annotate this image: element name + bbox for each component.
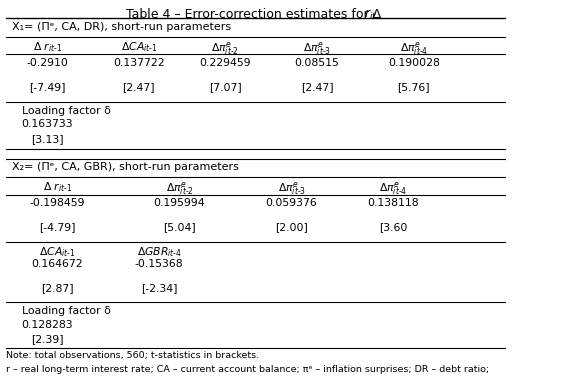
Text: $\Delta\ r_{it\text{-}1}$: $\Delta\ r_{it\text{-}1}$ bbox=[33, 41, 62, 54]
Text: -0.198459: -0.198459 bbox=[30, 198, 85, 208]
Text: $\Delta\pi^e_{it\text{-}2}$: $\Delta\pi^e_{it\text{-}2}$ bbox=[212, 41, 239, 58]
Text: 0.138118: 0.138118 bbox=[368, 198, 419, 208]
Text: $\Delta CA_{it\text{-}1}$: $\Delta CA_{it\text{-}1}$ bbox=[39, 245, 75, 259]
Text: [7.07]: [7.07] bbox=[209, 82, 242, 92]
Text: $\Delta\pi^e_{it\text{-}3}$: $\Delta\pi^e_{it\text{-}3}$ bbox=[303, 41, 331, 58]
Text: [2.87]: [2.87] bbox=[41, 283, 74, 293]
Text: 0.163733: 0.163733 bbox=[21, 119, 73, 129]
Text: 0.164672: 0.164672 bbox=[32, 259, 83, 269]
Text: $\Delta\pi^e_{it\text{-}3}$: $\Delta\pi^e_{it\text{-}3}$ bbox=[278, 180, 306, 197]
Text: $\Delta\ r_{it\text{-}1}$: $\Delta\ r_{it\text{-}1}$ bbox=[43, 180, 72, 194]
Text: 0.229459: 0.229459 bbox=[199, 58, 251, 68]
Text: [-2.34]: [-2.34] bbox=[141, 283, 177, 293]
Text: X₂= (Πᵉ, CA, GBR), short-run parameters: X₂= (Πᵉ, CA, GBR), short-run parameters bbox=[12, 162, 239, 172]
Text: X₁= (Πᵉ, CA, DR), short-run parameters: X₁= (Πᵉ, CA, DR), short-run parameters bbox=[12, 22, 231, 32]
Text: [3.60: [3.60 bbox=[379, 222, 408, 232]
Text: 0.137722: 0.137722 bbox=[113, 58, 164, 68]
Text: [3.13]: [3.13] bbox=[31, 134, 64, 144]
Text: [-7.49]: [-7.49] bbox=[29, 82, 65, 92]
Text: $\Delta\pi^e_{it\text{-}4}$: $\Delta\pi^e_{it\text{-}4}$ bbox=[400, 41, 428, 58]
Text: 0.128283: 0.128283 bbox=[21, 320, 73, 330]
Text: $\Delta CA_{it\text{-}1}$: $\Delta CA_{it\text{-}1}$ bbox=[120, 41, 157, 54]
Text: -0.2910: -0.2910 bbox=[26, 58, 68, 68]
Text: [5.76]: [5.76] bbox=[397, 82, 430, 92]
Text: $\Delta\pi^e_{it\text{-}4}$: $\Delta\pi^e_{it\text{-}4}$ bbox=[379, 180, 408, 197]
Text: $\Delta GBR_{it\text{-}4}$: $\Delta GBR_{it\text{-}4}$ bbox=[137, 245, 182, 259]
Text: $r_{it}$: $r_{it}$ bbox=[364, 8, 377, 22]
Text: 0.195994: 0.195994 bbox=[154, 198, 205, 208]
Text: $\Delta\pi^e_{it\text{-}2}$: $\Delta\pi^e_{it\text{-}2}$ bbox=[166, 180, 194, 197]
Text: Note: total observations, 560; t-statistics in brackets.: Note: total observations, 560; t-statist… bbox=[7, 351, 260, 360]
Text: Loading factor δ: Loading factor δ bbox=[22, 106, 110, 116]
Text: [2.47]: [2.47] bbox=[301, 82, 333, 92]
Text: r – real long-term interest rate; CA – current account balance; πᵉ – inflation s: r – real long-term interest rate; CA – c… bbox=[7, 365, 490, 374]
Text: [-4.79]: [-4.79] bbox=[39, 222, 75, 232]
Text: [2.00]: [2.00] bbox=[275, 222, 308, 232]
Text: [5.04]: [5.04] bbox=[163, 222, 196, 232]
Text: -0.15368: -0.15368 bbox=[135, 259, 184, 269]
Text: [2.47]: [2.47] bbox=[123, 82, 155, 92]
Text: Loading factor δ: Loading factor δ bbox=[22, 306, 110, 316]
Text: [2.39]: [2.39] bbox=[31, 334, 64, 344]
Text: 0.059376: 0.059376 bbox=[266, 198, 318, 208]
Text: Table 4 – Error-correction estimates for Δ: Table 4 – Error-correction estimates for… bbox=[126, 8, 386, 21]
Text: 0.190028: 0.190028 bbox=[388, 58, 440, 68]
Text: 0.08515: 0.08515 bbox=[294, 58, 339, 68]
